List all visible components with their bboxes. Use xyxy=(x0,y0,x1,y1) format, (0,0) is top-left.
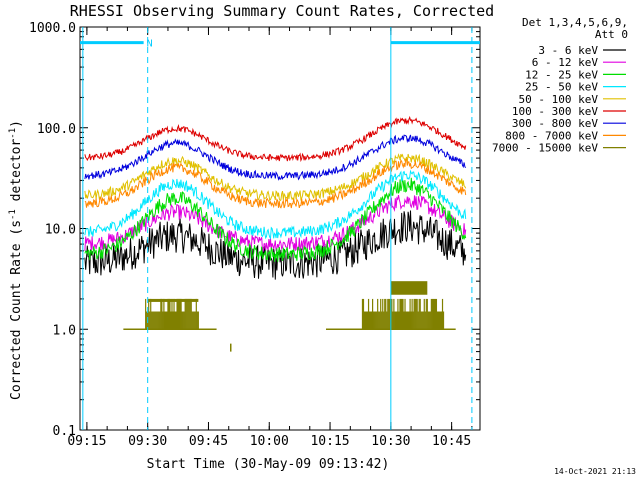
x-tick-label: 09:30 xyxy=(128,434,167,449)
y-tick-label: 1.0 xyxy=(53,323,76,338)
legend-header-line2: Att 0 xyxy=(595,28,628,41)
series-line-4 xyxy=(84,153,467,202)
y-axis-label: Corrected Count Rate (s-1 detector-1) xyxy=(8,120,24,400)
series-line-0 xyxy=(84,210,467,280)
legend-entry-label: 50 - 100 keV xyxy=(519,93,599,106)
series-line-7 xyxy=(84,158,467,209)
high-energy-peak-block xyxy=(390,281,428,295)
x-tick-label: 09:15 xyxy=(67,434,106,449)
legend-entry-label: 12 - 25 keV xyxy=(525,68,598,81)
series-line-1 xyxy=(84,195,467,252)
y-tick-label: 0.1 xyxy=(53,424,76,439)
generation-timestamp: 14-Oct-2021 21:13 xyxy=(554,467,636,476)
high-energy-plateau xyxy=(147,298,199,302)
series-line-6 xyxy=(84,134,467,181)
x-tick-label: 10:30 xyxy=(371,434,410,449)
legend-entry-label: 25 - 50 keV xyxy=(525,81,598,94)
x-tick-label: 10:45 xyxy=(432,434,471,449)
y-tick-label: 1000.0 xyxy=(29,21,76,36)
legend-entry-label: 100 - 300 keV xyxy=(512,105,598,118)
chart-title: RHESSI Observing Summary Count Rates, Co… xyxy=(70,2,494,20)
legend-entry-label: 300 - 800 keV xyxy=(512,117,598,130)
series-line-2 xyxy=(84,177,467,262)
series-line-3 xyxy=(84,169,467,240)
y-tick-label: 10.0 xyxy=(45,223,76,238)
series-line-5 xyxy=(84,115,467,163)
series-high-energy-counts xyxy=(123,281,456,352)
plot-area: 09:15 09:30 09:45 10:00 10:15 10:30 10:45 0.1 1.… xyxy=(29,21,481,449)
y-tick-label: 100.0 xyxy=(37,122,76,137)
x-axis-label: Start Time (30-May-09 09:13:42) xyxy=(147,457,390,472)
legend-entry-label: 7000 - 15000 keV xyxy=(492,142,598,155)
x-tick-label: 09:45 xyxy=(189,434,228,449)
legend-entry-label: 6 - 12 keV xyxy=(532,56,599,69)
x-tick-label: 10:15 xyxy=(310,434,349,449)
night-flag-label: N xyxy=(147,39,153,50)
x-tick-label: 10:00 xyxy=(250,434,289,449)
legend-entry-label: 800 - 7000 keV xyxy=(505,129,598,142)
legend-header-line1: Det 1,3,4,5,6,9, xyxy=(522,16,628,29)
legend-entry-label: 3 - 6 keV xyxy=(538,44,598,57)
